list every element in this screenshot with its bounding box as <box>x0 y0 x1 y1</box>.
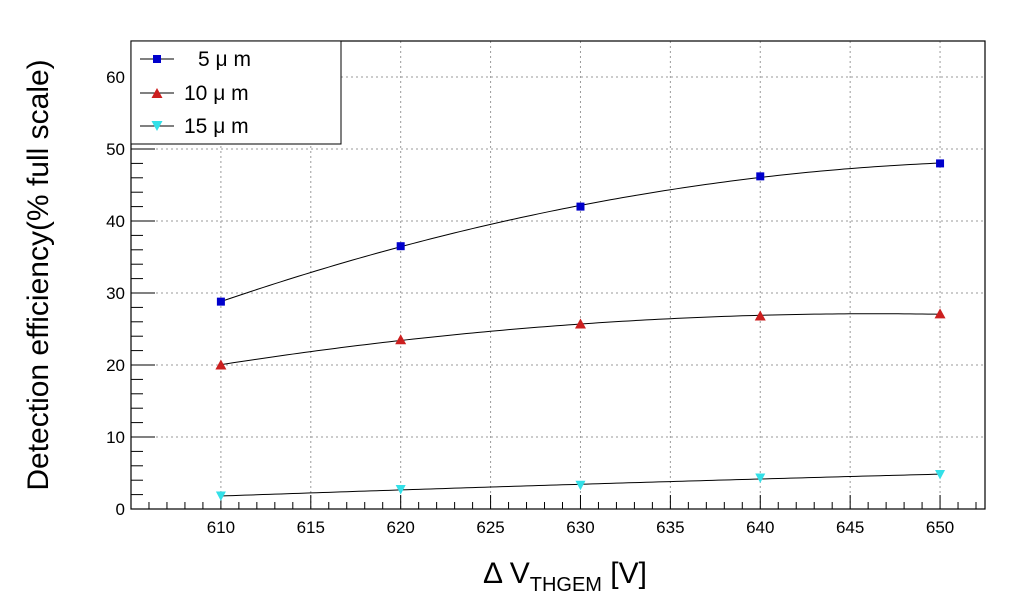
y-tick-label: 50 <box>106 140 125 159</box>
tick-labels: 610 615 620 625 630 635 640 645 650 0 10 20 30 40 50 60 <box>106 68 954 537</box>
y-tick-label: 0 <box>116 500 125 519</box>
data-point-triangle-down <box>215 491 226 502</box>
x-tick-label: 640 <box>746 518 774 537</box>
legend-marker-triangle-down <box>151 121 163 131</box>
x-tick-label: 610 <box>207 518 235 537</box>
x-axis-title-sub: THGEM <box>530 574 602 596</box>
legend-label-5um: 5 μ m <box>198 48 251 71</box>
legend-marker-square <box>153 55 161 63</box>
legend-entry-10um: 10 μ m <box>140 82 249 105</box>
x-tick-label: 615 <box>297 518 325 537</box>
x-tick-label: 635 <box>656 518 684 537</box>
legend-entry-5um: 5 μ m <box>140 48 251 71</box>
legend: 5 μ m 10 μ m 15 μ m <box>130 40 342 145</box>
data-point-square <box>756 172 765 181</box>
legend-entry-15um: 15 μ m <box>140 115 249 138</box>
data-point-square <box>936 159 945 168</box>
y-tick-label: 20 <box>106 356 125 375</box>
data-point-triangle-up <box>574 318 586 329</box>
y-tick-label: 10 <box>106 428 125 447</box>
data-point-triangle-up <box>754 310 766 321</box>
data-point-triangle-down <box>755 473 766 484</box>
legend-label-15um: 15 μ m <box>184 115 249 138</box>
data-point-triangle-down <box>575 480 586 491</box>
data-point-triangle-down <box>395 485 406 495</box>
x-tick-label: 625 <box>476 518 504 537</box>
data-point-square <box>576 202 585 211</box>
legend-marker-triangle-up <box>151 88 163 98</box>
y-tick-label: 30 <box>106 284 125 303</box>
y-axis-title: Detection efficiency(% full scale) <box>22 59 55 490</box>
data-markers <box>215 159 946 502</box>
data-point-square <box>396 242 405 251</box>
x-tick-label: 650 <box>926 518 954 537</box>
y-tick-label: 40 <box>106 212 125 231</box>
plot-frame <box>130 40 986 510</box>
y-tick-label: 60 <box>106 68 125 87</box>
data-point-triangle-down <box>935 469 946 480</box>
legend-label-10um: 10 μ m <box>184 82 249 105</box>
x-axis-title-unit: [V] <box>602 557 647 590</box>
x-tick-label: 645 <box>836 518 864 537</box>
x-tick-label: 630 <box>566 518 594 537</box>
x-axis-title-main: Δ V <box>483 557 530 590</box>
data-point-triangle-up <box>934 308 946 319</box>
x-tick-label: 620 <box>386 518 414 537</box>
x-axis-title: Δ VTHGEM [V] <box>483 557 647 596</box>
data-point-triangle-up <box>215 359 227 370</box>
data-point-square <box>216 297 225 306</box>
data-point-triangle-up <box>395 334 407 345</box>
